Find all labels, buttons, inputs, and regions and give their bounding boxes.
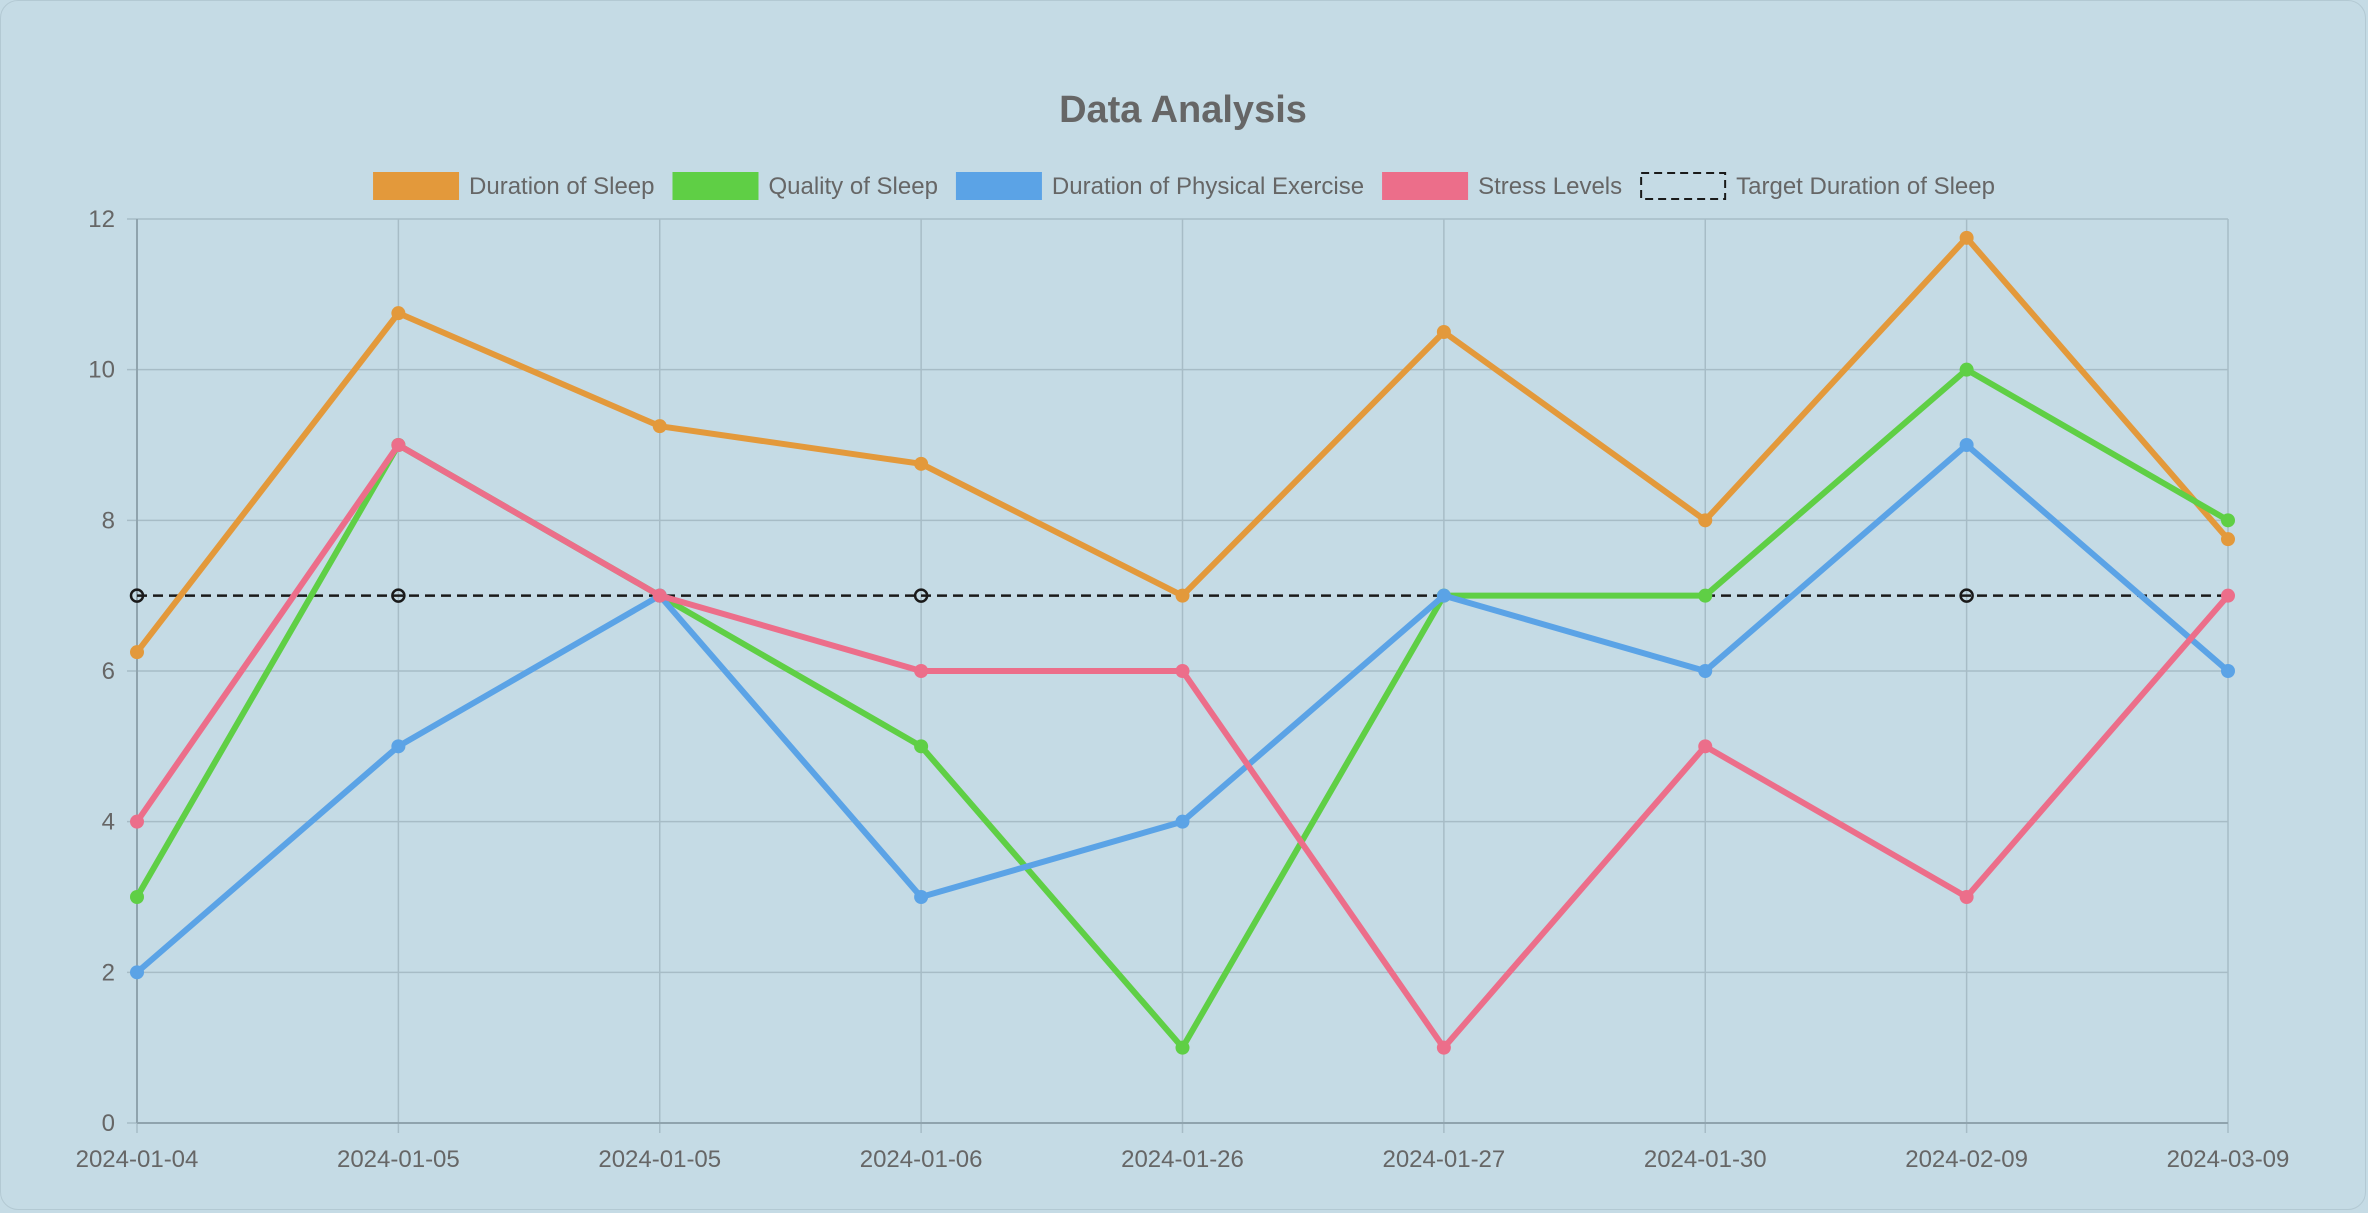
y-tick-label: 10	[88, 357, 115, 384]
data-point[interactable]	[914, 456, 929, 471]
legend-swatch	[955, 172, 1042, 200]
data-point[interactable]	[914, 890, 929, 904]
grid	[127, 218, 2229, 1133]
series-duration-of-sleep	[130, 230, 2235, 660]
data-point[interactable]	[652, 419, 667, 434]
data-point[interactable]	[1698, 664, 1713, 678]
data-point[interactable]	[1959, 362, 1974, 377]
data-point[interactable]	[2221, 532, 2235, 547]
data-point[interactable]	[1175, 664, 1190, 678]
data-point[interactable]	[914, 739, 929, 754]
legend-item-duration-of-sleep[interactable]: Duration of Sleep	[373, 172, 654, 200]
data-point[interactable]	[1959, 438, 1974, 452]
legend-label: Duration of Sleep	[469, 173, 654, 200]
legend-label: Quality of Sleep	[768, 173, 937, 200]
y-tick-label: 12	[88, 206, 115, 233]
x-tick-label: 2024-01-05	[598, 1146, 721, 1173]
y-tick-label: 2	[102, 959, 115, 986]
data-point[interactable]	[2221, 513, 2235, 528]
data-point[interactable]	[652, 588, 667, 603]
data-point[interactable]	[391, 438, 406, 452]
x-tick-label: 2024-02-09	[1905, 1146, 2028, 1173]
legend-swatch	[1640, 172, 1727, 200]
legend[interactable]: Duration of Sleep Quality of Sleep Duratio…	[373, 172, 1995, 200]
data-point[interactable]	[391, 588, 406, 603]
y-tick-label: 6	[102, 658, 115, 685]
data-point[interactable]	[2221, 664, 2235, 678]
data-point[interactable]	[1959, 230, 1974, 245]
x-tick-label: 2024-01-04	[76, 1146, 199, 1173]
x-tick-label: 2024-01-06	[860, 1146, 983, 1173]
legend-item-target-duration-of-sleep[interactable]: Target Duration of Sleep	[1640, 172, 1995, 200]
data-point[interactable]	[1436, 1040, 1451, 1055]
x-tick-label: 2024-03-09	[2167, 1146, 2290, 1173]
y-tick-label: 4	[102, 809, 115, 836]
data-point[interactable]	[2221, 588, 2235, 603]
chart-title: Data Analysis	[1059, 89, 1307, 131]
legend-label: Stress Levels	[1478, 173, 1622, 200]
data-point[interactable]	[914, 664, 929, 678]
data-point[interactable]	[1436, 325, 1451, 339]
data-point[interactable]	[129, 588, 145, 603]
data-point[interactable]	[1698, 588, 1713, 603]
series-stress-levels	[130, 438, 2235, 1055]
y-tick-label: 0	[102, 1110, 115, 1137]
legend-label: Duration of Physical Exercise	[1052, 173, 1364, 200]
data-point[interactable]	[1175, 814, 1190, 829]
data-point[interactable]	[1959, 890, 1974, 904]
data-point[interactable]	[1698, 739, 1713, 754]
data-point[interactable]	[1436, 588, 1451, 603]
series-lines	[129, 230, 2235, 1055]
data-point[interactable]	[1959, 588, 1974, 603]
legend-label: Target Duration of Sleep	[1736, 173, 1995, 200]
axes: 0 2 4 6 8 10 12 2024-01-04 2024-01-05 2024-01-05 2…	[76, 206, 2290, 1173]
data-point[interactable]	[913, 588, 929, 603]
x-tick-label: 2024-01-27	[1382, 1146, 1505, 1173]
legend-swatch	[373, 172, 460, 200]
x-tick-label: 2024-01-26	[1121, 1146, 1244, 1173]
legend-item-duration-of-physical-exercise[interactable]: Duration of Physical Exercise	[955, 172, 1364, 200]
data-point[interactable]	[130, 890, 144, 904]
y-tick-label: 8	[102, 507, 115, 534]
data-point[interactable]	[1175, 1040, 1190, 1055]
data-point[interactable]	[391, 306, 406, 321]
x-tick-label: 2024-01-05	[337, 1146, 460, 1173]
data-point[interactable]	[391, 739, 406, 754]
data-point[interactable]	[1175, 588, 1190, 603]
legend-item-quality-of-sleep[interactable]: Quality of Sleep	[672, 172, 938, 200]
data-point[interactable]	[130, 965, 144, 980]
data-point[interactable]	[130, 814, 144, 829]
data-point[interactable]	[130, 645, 144, 660]
legend-swatch	[1382, 172, 1469, 200]
x-tick-label: 2024-01-30	[1644, 1146, 1767, 1173]
legend-item-stress-levels[interactable]: Stress Levels	[1382, 172, 1622, 200]
data-point[interactable]	[1698, 513, 1713, 528]
legend-swatch	[672, 172, 759, 200]
